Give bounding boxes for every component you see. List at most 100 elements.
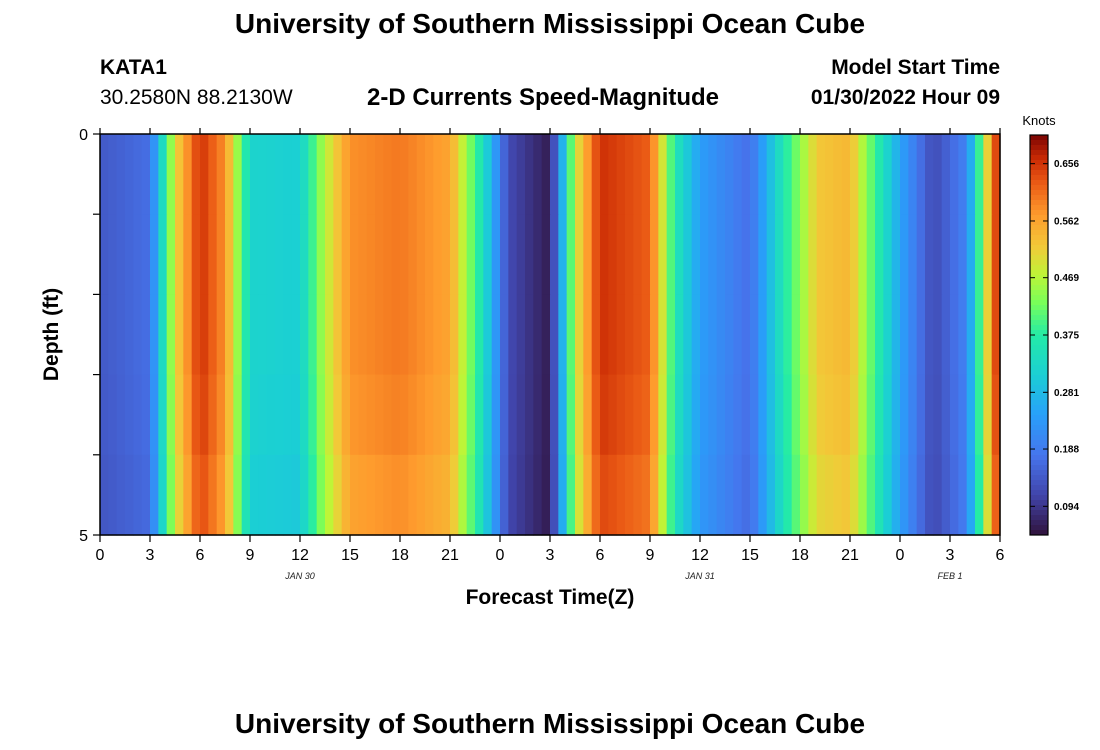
heatmap-cell <box>600 374 609 456</box>
colorbar-segment <box>1030 395 1048 401</box>
heatmap-cell <box>241 374 251 456</box>
heatmap-cell <box>325 454 334 536</box>
heatmap-cell <box>475 454 484 536</box>
heatmap-cell <box>400 454 409 536</box>
heatmap-cell <box>583 374 593 456</box>
heatmap-cell <box>908 454 918 536</box>
heatmap-cell <box>550 214 559 295</box>
heatmap-cell <box>216 454 226 536</box>
heatmap-cell <box>891 294 901 376</box>
heatmap-cell <box>841 214 851 295</box>
heatmap-cell <box>450 214 459 295</box>
heatmap-cell <box>258 134 268 215</box>
heatmap-cell <box>225 294 234 376</box>
heatmap-cell <box>891 214 901 295</box>
heatmap-cell <box>650 134 659 215</box>
colorbar-segment <box>1030 335 1048 341</box>
heatmap-cell <box>916 294 926 376</box>
heatmap-cell <box>683 294 693 376</box>
colorbar-segment <box>1030 170 1048 176</box>
heatmap-cell <box>575 134 584 215</box>
heatmap-cell <box>600 134 609 215</box>
heatmap-cell <box>958 374 968 456</box>
heatmap-cell <box>900 214 909 295</box>
x-tick-label: 3 <box>946 547 955 564</box>
heatmap-cell <box>750 454 759 536</box>
colorbar-segment <box>1030 405 1048 411</box>
heatmap-cell <box>183 134 193 215</box>
heatmap-cell <box>700 134 709 215</box>
heatmap-cell <box>875 134 884 215</box>
heatmap-cell <box>650 454 659 536</box>
heatmap-cell <box>200 214 209 295</box>
heatmap-cell <box>250 294 259 376</box>
heatmap-cell <box>841 374 851 456</box>
heatmap-cell <box>116 294 126 376</box>
heatmap-cell <box>441 294 451 376</box>
heatmap-cell <box>391 214 401 295</box>
colorbar-segment <box>1030 530 1048 536</box>
heatmap-cell <box>741 374 751 456</box>
heatmap-cell <box>800 374 809 456</box>
chart-subtitle: 2-D Currents Speed-Magnitude <box>367 84 720 111</box>
colorbar-segment <box>1030 180 1048 186</box>
heatmap-cell <box>891 454 901 536</box>
heatmap-cell <box>608 294 618 376</box>
heatmap-cell <box>166 134 176 215</box>
colorbar-segment <box>1030 440 1048 446</box>
heatmap-cell <box>500 374 509 456</box>
colorbar-segment <box>1030 245 1048 251</box>
heatmap-cell <box>633 454 643 536</box>
heatmap-cell <box>675 134 684 215</box>
heatmap-cell <box>116 134 126 215</box>
colorbar-segment <box>1030 500 1048 506</box>
heatmap-cell <box>300 294 309 376</box>
heatmap-cell <box>475 214 484 295</box>
heatmap-cell <box>416 134 426 215</box>
heatmap-cell <box>800 294 809 376</box>
heatmap-cell <box>583 294 593 376</box>
heatmap-cell <box>783 214 793 295</box>
heatmap-cell <box>966 134 976 215</box>
heatmap-cell <box>941 294 951 376</box>
heatmap-cell <box>291 374 301 456</box>
colorbar-segment <box>1030 445 1048 451</box>
heatmap-cell <box>616 294 626 376</box>
heatmap-cell <box>258 454 268 536</box>
colorbar-segment <box>1030 495 1048 501</box>
heatmap-cell <box>758 214 768 295</box>
colorbar-segment <box>1030 240 1048 246</box>
heatmap-cell <box>216 214 226 295</box>
heatmap-cell <box>666 214 676 295</box>
heatmap-cell <box>391 454 401 536</box>
heatmap-cell <box>175 214 184 295</box>
colorbar-segment <box>1030 195 1048 201</box>
heatmap-cell <box>850 374 859 456</box>
heatmap-cell <box>691 454 701 536</box>
heatmap-cell <box>316 134 326 215</box>
heatmap-cell <box>458 214 468 295</box>
heatmap-cell <box>416 374 426 456</box>
heatmap-cell <box>916 134 926 215</box>
heatmap-cell <box>808 374 818 456</box>
colorbar-segment <box>1030 400 1048 406</box>
heatmap-cell <box>825 294 834 376</box>
heatmap-cell <box>825 214 834 295</box>
heatmap-cell <box>516 294 526 376</box>
heatmap-cell <box>133 294 143 376</box>
heatmap-cell <box>333 214 343 295</box>
heatmap-cell <box>891 134 901 215</box>
heatmap-cell <box>916 214 926 295</box>
heatmap-cell <box>816 294 826 376</box>
heatmap-cell <box>108 454 118 536</box>
colorbar-segment <box>1030 250 1048 256</box>
heatmap-cell <box>366 294 376 376</box>
colorbar-segment <box>1030 150 1048 156</box>
heatmap-cell <box>650 374 659 456</box>
colorbar-segment <box>1030 460 1048 466</box>
heatmap-cell <box>241 134 251 215</box>
heatmap-cell <box>558 134 568 215</box>
heatmap-cell <box>941 214 951 295</box>
heatmap-cell <box>933 214 943 295</box>
heatmap-cell <box>566 214 576 295</box>
